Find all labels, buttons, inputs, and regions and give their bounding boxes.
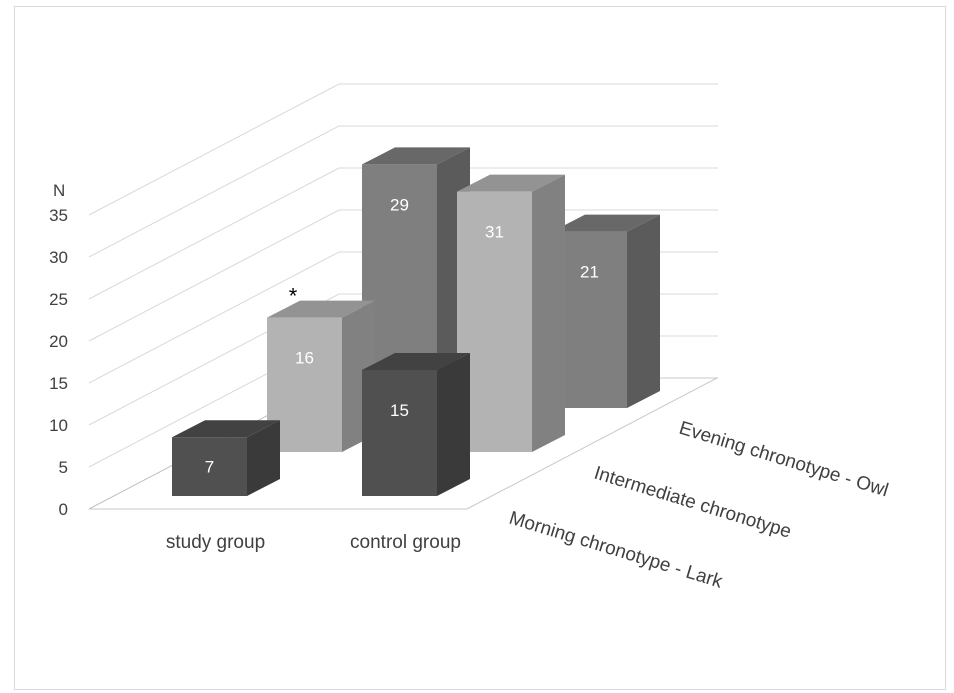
bar-side — [627, 214, 660, 408]
category-label: study group — [166, 532, 265, 553]
bar-side — [532, 174, 565, 452]
bar-top — [362, 147, 470, 165]
bar-top — [362, 353, 470, 370]
bar-top — [552, 214, 660, 232]
y-tick-label: 10 — [49, 416, 68, 435]
bar-evening-chronotype-owl-control-group: 21 — [552, 214, 660, 408]
y-tick-label: 35 — [49, 206, 68, 225]
y-tick-label: 30 — [49, 248, 68, 267]
data-label: 15 — [390, 401, 409, 420]
y-tick-label: 25 — [49, 290, 68, 309]
gridline — [88, 83, 718, 216]
bar-intermediate-chronotype-study-group: 16 * — [267, 284, 375, 452]
bar-side — [247, 420, 280, 496]
data-label: 16 — [295, 349, 314, 368]
bar-layer: 29 21 16 * 31 7 15 — [172, 147, 660, 496]
bar-morning-chronotype-lark-study-group: 7 — [172, 420, 280, 496]
gridline — [88, 125, 718, 258]
y-tick-labels: 0 5 10 15 20 25 30 35 — [49, 206, 68, 519]
y-axis-label: N — [53, 181, 65, 200]
bar-side — [437, 353, 470, 496]
category-labels: study group control group — [166, 532, 461, 553]
annotation-marker: * — [289, 284, 298, 309]
y-tick-label: 5 — [59, 458, 68, 477]
bar-intermediate-chronotype-control-group: 31 — [457, 174, 565, 452]
data-label: 7 — [205, 458, 214, 477]
data-label: 31 — [485, 223, 504, 242]
data-label: 29 — [390, 195, 409, 214]
bar-morning-chronotype-lark-control-group: 15 — [362, 353, 470, 496]
bar-front — [362, 370, 437, 496]
gridline — [88, 167, 718, 300]
data-label: 21 — [580, 263, 599, 282]
bar-top — [267, 300, 375, 318]
bar-top — [457, 174, 565, 192]
bar-front — [172, 437, 247, 496]
gridline — [88, 209, 718, 342]
series-label: Evening chronotype - Owl — [677, 418, 891, 502]
series-label: Morning chronotype - Lark — [507, 508, 726, 593]
y-tick-label: 20 — [49, 332, 68, 351]
y-tick-label: 0 — [59, 500, 68, 519]
bar-top — [172, 420, 280, 438]
category-label: control group — [350, 532, 461, 553]
y-tick-label: 15 — [49, 374, 68, 393]
series-label: Intermediate chronotype — [592, 463, 794, 543]
